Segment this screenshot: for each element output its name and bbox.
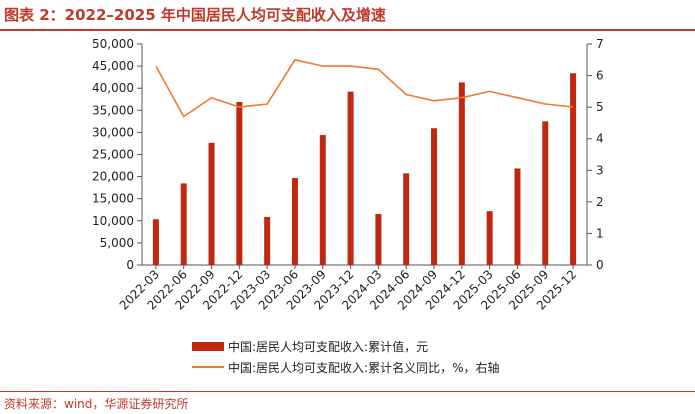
title-divider bbox=[0, 29, 695, 31]
y-left-tick-label: 30,000 bbox=[92, 125, 134, 139]
y-left-tick-label: 50,000 bbox=[92, 37, 134, 51]
y-right-tick-label: 1 bbox=[596, 226, 604, 240]
bar-2025-06 bbox=[514, 168, 521, 265]
legend-item-income: 中国:居民人均可支配收入:累计值，元 bbox=[192, 338, 428, 354]
legend-bar-swatch bbox=[192, 341, 224, 351]
y-right-tick-label: 5 bbox=[596, 100, 604, 114]
source-note: 资料来源：wind，华源证券研究所 bbox=[4, 397, 189, 411]
y-left-tick-label: 45,000 bbox=[92, 59, 134, 73]
bar-2025-09 bbox=[542, 121, 549, 266]
y-left-tick-label: 20,000 bbox=[92, 170, 134, 184]
y-right-tick-label: 6 bbox=[596, 69, 604, 83]
chart-title: 图表 2：2022–2025 年中国居民人均可支配收入及增速 bbox=[4, 6, 386, 24]
bar-2024-12 bbox=[458, 82, 465, 265]
bar-2022-09 bbox=[208, 142, 215, 265]
y-left-tick-label: 25,000 bbox=[92, 148, 134, 162]
growth-line bbox=[155, 58, 574, 118]
bar-2023-03 bbox=[264, 216, 271, 265]
y-left-tick-label: 40,000 bbox=[92, 81, 134, 95]
legend-item-growth: 中国:居民人均可支配收入:累计名义同比，%，右轴 bbox=[192, 359, 500, 375]
bar-2024-09 bbox=[431, 128, 438, 265]
bar-2024-06 bbox=[403, 173, 410, 265]
y-left-tick-label: 5,000 bbox=[100, 236, 134, 250]
y-left-tick-label: 10,000 bbox=[92, 214, 134, 228]
y-right-tick-label: 7 bbox=[596, 37, 604, 51]
bar-2023-12 bbox=[347, 91, 354, 266]
bar-2022-06 bbox=[180, 183, 187, 265]
y-left-tick-label: 15,000 bbox=[92, 192, 134, 206]
bar-2025-03 bbox=[486, 211, 493, 265]
bar-2023-06 bbox=[291, 178, 298, 265]
bar-2025-12 bbox=[570, 73, 577, 266]
y-left-tick-label: 0 bbox=[126, 258, 134, 272]
y-right-tick-label: 2 bbox=[596, 195, 604, 209]
footer-divider bbox=[0, 391, 695, 392]
bar-2022-12 bbox=[236, 101, 243, 265]
y-right-tick-label: 0 bbox=[596, 258, 604, 272]
bar-2024-03 bbox=[375, 213, 382, 265]
y-left-tick-label: 35,000 bbox=[92, 103, 134, 117]
y-right-tick-label: 4 bbox=[596, 132, 604, 146]
bar-2022-03 bbox=[152, 219, 159, 265]
chart: 0 5,000 10,000 15,000 20,000 25,000 30,000 35,0… bbox=[92, 37, 604, 313]
legend-line-swatch bbox=[192, 366, 224, 368]
bar-2023-09 bbox=[319, 135, 326, 265]
legend-label-income: 中国:居民人均可支配收入:累计值，元 bbox=[228, 339, 429, 354]
legend-label-growth: 中国:居民人均可支配收入:累计名义同比，%，右轴 bbox=[228, 360, 500, 375]
y-right-tick-label: 3 bbox=[596, 163, 604, 177]
